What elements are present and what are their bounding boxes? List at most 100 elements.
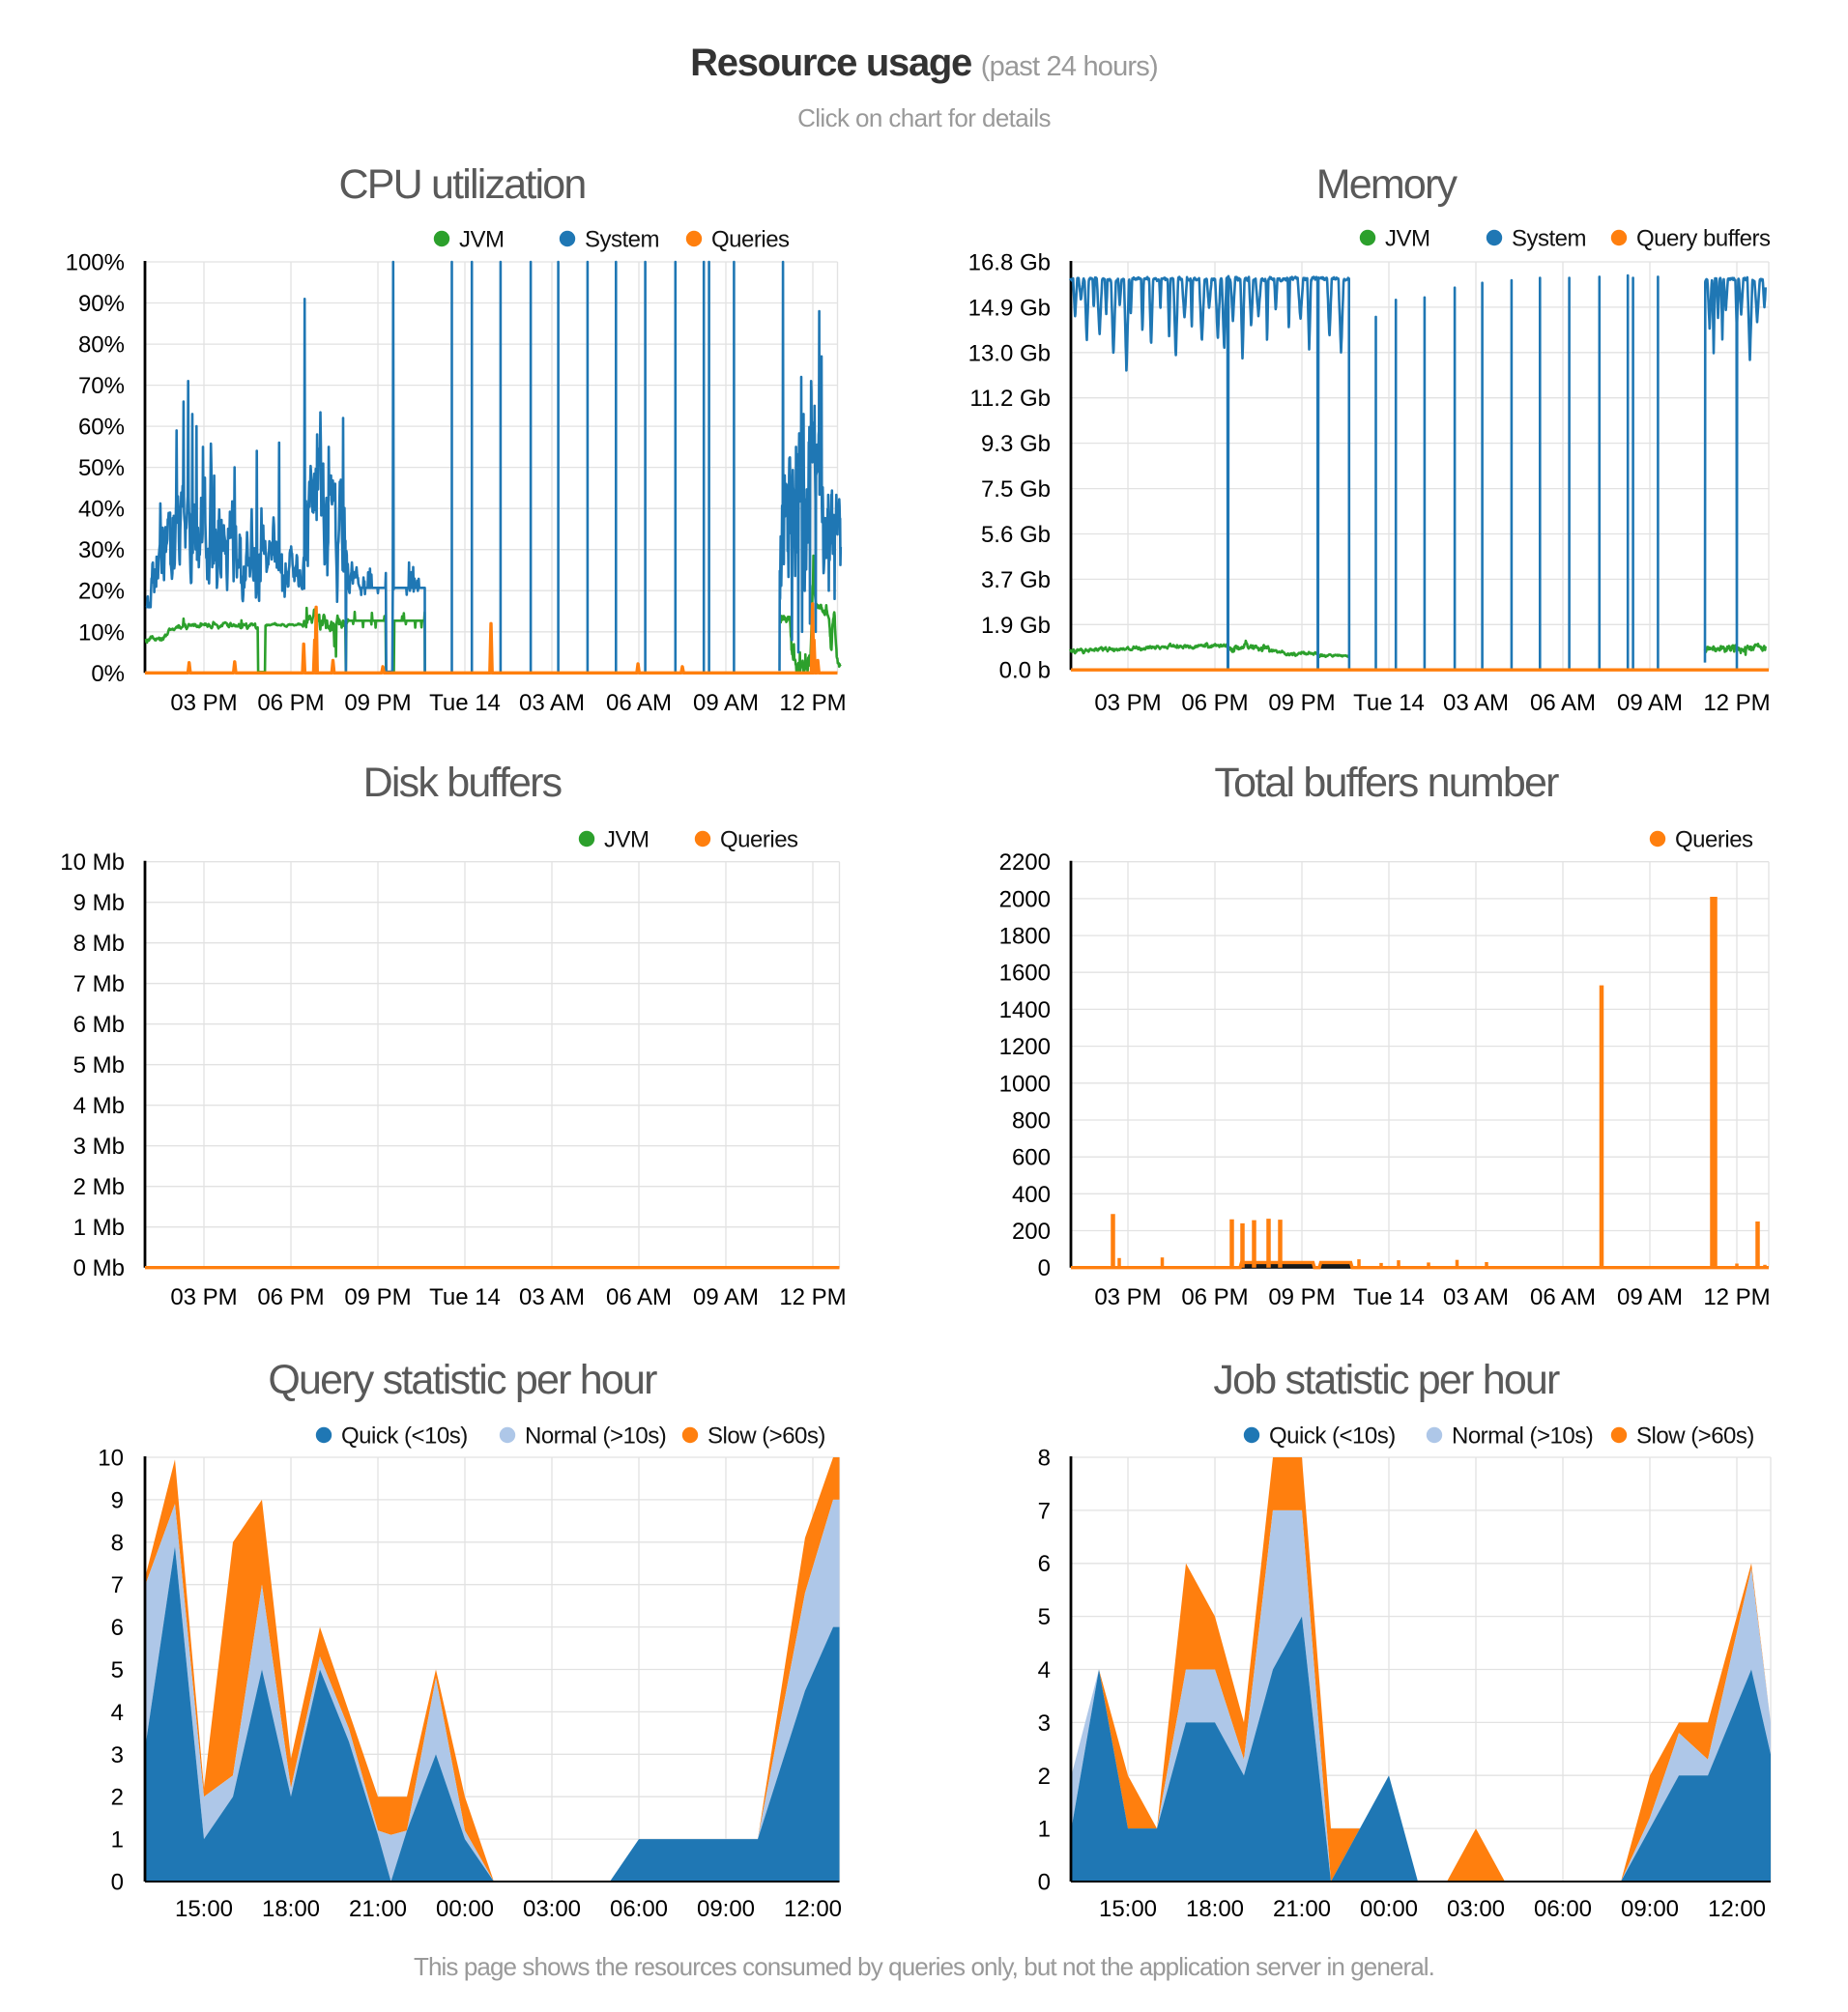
- svg-text:12 PM: 12 PM: [1703, 690, 1770, 716]
- svg-text:Normal (>10s): Normal (>10s): [1452, 1423, 1593, 1450]
- svg-text:06 AM: 06 AM: [606, 690, 672, 716]
- svg-text:8 Mb: 8 Mb: [73, 931, 125, 957]
- svg-text:6: 6: [1038, 1551, 1051, 1577]
- svg-text:1000: 1000: [999, 1071, 1051, 1097]
- svg-text:15:00: 15:00: [175, 1896, 233, 1922]
- svg-text:09:00: 09:00: [697, 1896, 755, 1922]
- svg-text:1200: 1200: [999, 1034, 1051, 1060]
- svg-text:0: 0: [111, 1870, 124, 1896]
- svg-text:Slow (>60s): Slow (>60s): [1636, 1423, 1754, 1450]
- svg-text:15:00: 15:00: [1099, 1896, 1157, 1922]
- svg-text:800: 800: [1012, 1108, 1051, 1135]
- svg-text:09 AM: 09 AM: [693, 690, 759, 716]
- svg-text:Tue 14: Tue 14: [1353, 690, 1425, 716]
- svg-text:70%: 70%: [78, 373, 125, 399]
- svg-text:3: 3: [111, 1742, 124, 1768]
- svg-text:12 PM: 12 PM: [779, 690, 846, 716]
- svg-text:JVM: JVM: [1385, 226, 1430, 252]
- svg-text:Quick (<10s): Quick (<10s): [341, 1423, 468, 1450]
- svg-text:7: 7: [111, 1572, 124, 1598]
- svg-text:21:00: 21:00: [1273, 1896, 1331, 1922]
- svg-text:Quick (<10s): Quick (<10s): [1269, 1423, 1396, 1450]
- svg-text:5.6 Gb: 5.6 Gb: [981, 522, 1051, 548]
- svg-text:4: 4: [1038, 1657, 1051, 1683]
- svg-text:Tue 14: Tue 14: [429, 1284, 501, 1310]
- svg-text:21:00: 21:00: [349, 1896, 407, 1922]
- svg-text:0.0 b: 0.0 b: [999, 658, 1051, 684]
- svg-text:03:00: 03:00: [1447, 1896, 1505, 1922]
- svg-text:06 PM: 06 PM: [1181, 1284, 1248, 1310]
- svg-text:1400: 1400: [999, 997, 1051, 1023]
- svg-text:Tue 14: Tue 14: [1353, 1284, 1425, 1310]
- svg-text:09 PM: 09 PM: [1268, 690, 1335, 716]
- svg-text:8: 8: [1038, 1446, 1051, 1472]
- svg-text:1: 1: [111, 1827, 124, 1854]
- svg-text:40%: 40%: [78, 497, 125, 523]
- svg-text:03 PM: 03 PM: [1094, 1284, 1161, 1310]
- svg-text:CPU utilization: CPU utilization: [339, 161, 586, 208]
- svg-text:5: 5: [1038, 1604, 1051, 1630]
- svg-text:0 Mb: 0 Mb: [73, 1255, 125, 1281]
- svg-text:9 Mb: 9 Mb: [73, 890, 125, 916]
- svg-text:60%: 60%: [78, 415, 125, 441]
- svg-text:Query statistic per hour: Query statistic per hour: [268, 1357, 657, 1403]
- svg-text:2000: 2000: [999, 886, 1051, 912]
- svg-text:06 AM: 06 AM: [606, 1284, 672, 1310]
- svg-text:11.2 Gb: 11.2 Gb: [969, 386, 1051, 412]
- svg-text:600: 600: [1012, 1145, 1051, 1171]
- svg-text:16.8 Gb: 16.8 Gb: [968, 250, 1051, 276]
- svg-text:Total buffers number: Total buffers number: [1214, 760, 1559, 806]
- svg-text:7 Mb: 7 Mb: [73, 971, 125, 997]
- svg-text:5 Mb: 5 Mb: [73, 1052, 125, 1078]
- svg-text:7.5 Gb: 7.5 Gb: [981, 476, 1051, 503]
- svg-text:09 PM: 09 PM: [344, 690, 411, 716]
- svg-text:03 AM: 03 AM: [519, 1284, 585, 1310]
- svg-text:1800: 1800: [999, 924, 1051, 950]
- svg-text:Queries: Queries: [720, 827, 798, 853]
- svg-text:Resource usage (past 24 hours): Resource usage (past 24 hours): [690, 42, 1158, 84]
- svg-text:0: 0: [1038, 1870, 1051, 1896]
- svg-text:06 PM: 06 PM: [257, 690, 324, 716]
- svg-text:10%: 10%: [78, 619, 125, 646]
- svg-text:30%: 30%: [78, 537, 125, 563]
- svg-text:06 PM: 06 PM: [1181, 690, 1248, 716]
- svg-text:Tue 14: Tue 14: [429, 690, 501, 716]
- svg-text:06 PM: 06 PM: [257, 1284, 324, 1310]
- svg-text:7: 7: [1038, 1498, 1051, 1524]
- svg-text:06:00: 06:00: [610, 1896, 668, 1922]
- svg-text:03 AM: 03 AM: [519, 690, 585, 716]
- svg-text:3 Mb: 3 Mb: [73, 1134, 125, 1160]
- svg-text:Slow (>60s): Slow (>60s): [707, 1423, 825, 1450]
- svg-text:Query buffers: Query buffers: [1636, 226, 1771, 252]
- svg-text:50%: 50%: [78, 455, 125, 481]
- svg-text:03 AM: 03 AM: [1443, 1284, 1509, 1310]
- svg-text:03 AM: 03 AM: [1443, 690, 1509, 716]
- svg-text:Click on chart for details: Click on chart for details: [797, 103, 1051, 132]
- svg-text:00:00: 00:00: [436, 1896, 494, 1922]
- svg-text:2: 2: [1038, 1764, 1051, 1790]
- svg-text:09:00: 09:00: [1621, 1896, 1679, 1922]
- svg-text:10: 10: [98, 1446, 124, 1472]
- svg-text:3: 3: [1038, 1710, 1051, 1737]
- svg-text:10 Mb: 10 Mb: [60, 849, 125, 876]
- svg-text:09 AM: 09 AM: [1617, 1284, 1683, 1310]
- svg-text:This page shows the resources: This page shows the resources consumed b…: [414, 1952, 1434, 1981]
- svg-text:Disk buffers: Disk buffers: [363, 760, 562, 806]
- svg-text:18:00: 18:00: [262, 1896, 320, 1922]
- svg-text:Queries: Queries: [1675, 827, 1753, 853]
- svg-text:09 AM: 09 AM: [693, 1284, 759, 1310]
- svg-text:JVM: JVM: [604, 827, 650, 853]
- svg-text:12:00: 12:00: [784, 1896, 842, 1922]
- svg-text:03 PM: 03 PM: [170, 690, 237, 716]
- svg-text:1.9 Gb: 1.9 Gb: [981, 613, 1051, 639]
- svg-text:2200: 2200: [999, 849, 1051, 876]
- svg-text:1: 1: [1038, 1817, 1051, 1843]
- svg-text:03 PM: 03 PM: [170, 1284, 237, 1310]
- svg-text:100%: 100%: [66, 250, 125, 276]
- svg-text:12 PM: 12 PM: [1703, 1284, 1770, 1310]
- svg-text:Normal (>10s): Normal (>10s): [525, 1423, 666, 1450]
- svg-text:1600: 1600: [999, 961, 1051, 987]
- svg-text:Job statistic per hour: Job statistic per hour: [1213, 1357, 1560, 1403]
- svg-text:System: System: [1512, 226, 1586, 252]
- svg-text:2 Mb: 2 Mb: [73, 1174, 125, 1200]
